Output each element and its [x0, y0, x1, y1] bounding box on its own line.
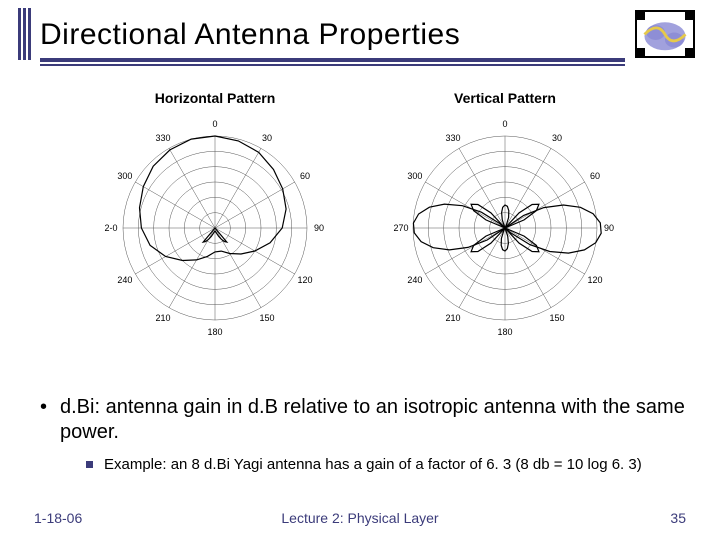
- svg-text:150: 150: [549, 313, 564, 323]
- bullet-list: d.Bi: antenna gain in d.B relative to an…: [34, 395, 690, 475]
- bullet-marker-icon: [86, 461, 93, 468]
- svg-text:210: 210: [445, 313, 460, 323]
- footer-date: 1-18-06: [34, 510, 82, 526]
- svg-text:30: 30: [552, 133, 562, 143]
- svg-text:330: 330: [445, 133, 460, 143]
- svg-text:120: 120: [588, 275, 603, 285]
- svg-text:210: 210: [155, 313, 170, 323]
- polar-plot-vertical: 0 30 60 90 120 150 180 210 240 270 300 330: [375, 110, 635, 340]
- svg-text:90: 90: [604, 223, 614, 233]
- chart-title-horizontal: Horizontal Pattern: [85, 90, 345, 106]
- svg-text:300: 300: [407, 171, 422, 181]
- footer-lecture: Lecture 2: Physical Layer: [281, 510, 438, 526]
- page-number: 35: [670, 510, 686, 526]
- svg-text:60: 60: [590, 171, 600, 181]
- bullet-sub: Example: an 8 d.Bi Yagi antenna has a ga…: [34, 455, 654, 475]
- svg-text:300: 300: [117, 171, 132, 181]
- svg-text:0: 0: [502, 119, 507, 129]
- bullet-sub-text: Example: an 8 d.Bi Yagi antenna has a ga…: [104, 456, 642, 473]
- chart-title-vertical: Vertical Pattern: [375, 90, 635, 106]
- svg-text:2-0: 2-0: [104, 223, 117, 233]
- title-underline: [40, 58, 625, 66]
- horizontal-pattern-chart: Horizontal Pattern 0 30 60 90 120 150 180 210 24…: [85, 90, 345, 345]
- slide-title: Directional Antenna Properties: [40, 18, 720, 52]
- svg-text:90: 90: [314, 223, 324, 233]
- title-decoration: [18, 8, 30, 60]
- charts-row: Horizontal Pattern 0 30 60 90 120 150 180 210 24…: [0, 90, 720, 345]
- slide-footer: 1-18-06 Lecture 2: Physical Layer 35: [0, 510, 720, 526]
- svg-text:270: 270: [393, 223, 408, 233]
- svg-text:0: 0: [212, 119, 217, 129]
- svg-text:150: 150: [259, 313, 274, 323]
- bullet-main: d.Bi: antenna gain in d.B relative to an…: [34, 395, 690, 445]
- svg-text:30: 30: [262, 133, 272, 143]
- title-bar: Directional Antenna Properties: [0, 0, 720, 80]
- svg-text:120: 120: [298, 275, 313, 285]
- polar-plot-horizontal: 0 30 60 90 120 150 180 210 240 2-0 300 330: [85, 110, 345, 340]
- vertical-pattern-chart: Vertical Pattern 0 30 60 90 120 150 180 210 240 2…: [375, 90, 635, 345]
- logo-icon: [635, 10, 695, 58]
- svg-text:60: 60: [300, 171, 310, 181]
- svg-text:180: 180: [497, 327, 512, 337]
- svg-text:330: 330: [155, 133, 170, 143]
- svg-text:240: 240: [407, 275, 422, 285]
- svg-text:180: 180: [207, 327, 222, 337]
- svg-text:240: 240: [117, 275, 132, 285]
